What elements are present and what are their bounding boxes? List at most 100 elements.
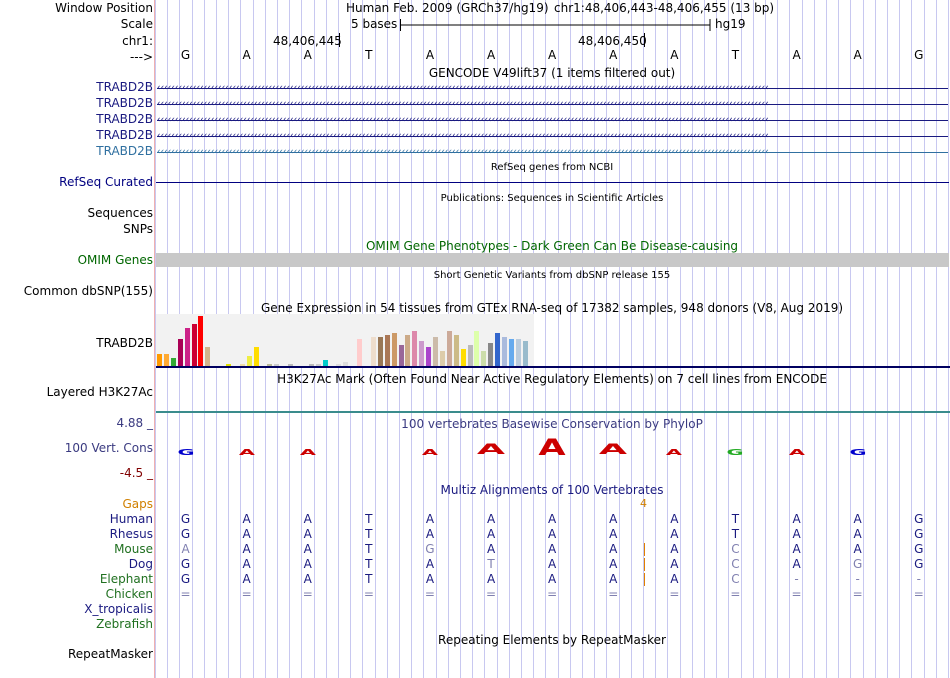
gtex-gene-label[interactable]: TRABD2B [96,336,153,350]
gtex-tissue-bar[interactable] [377,337,383,366]
phylop-base: A [666,448,683,457]
species-label[interactable]: Rhesus [109,527,153,541]
gencode-item-label[interactable]: TRABD2B [96,128,153,142]
gtex-tissue-bar[interactable] [515,339,521,366]
species-label[interactable]: Mouse [114,542,153,556]
grid-line [826,0,827,678]
gtex-tissue-bar[interactable] [308,364,314,366]
gtex-tissue-bar[interactable] [467,345,473,366]
phylop-base: G [176,448,195,457]
gtex-tissue-bar[interactable] [184,328,190,366]
gencode-item-label[interactable]: TRABD2B [96,144,153,158]
refseq-track-title[interactable]: RefSeq genes from NCBI [490,162,614,173]
grid-line [643,0,644,678]
species-label[interactable]: X_tropicalis [84,602,153,616]
gencode-transcript[interactable]: ‹‹‹‹‹‹‹‹‹‹‹‹‹‹‹‹‹‹‹‹‹‹‹‹‹‹‹‹‹‹‹‹‹‹‹‹‹‹‹‹… [157,84,948,92]
alignment-base: = [791,587,802,601]
gencode-item-label[interactable]: TRABD2B [96,112,153,126]
gtex-tissue-bar[interactable] [239,364,245,366]
gtex-tissue-bar[interactable] [157,354,162,366]
gtex-tissue-bar[interactable] [322,360,328,366]
gtex-tissue-bar[interactable] [191,324,197,366]
gencode-transcript[interactable]: ‹‹‹‹‹‹‹‹‹‹‹‹‹‹‹‹‹‹‹‹‹‹‹‹‹‹‹‹‹‹‹‹‹‹‹‹‹‹‹‹… [157,100,948,108]
gtex-tissue-bar[interactable] [163,354,169,366]
alignment-base: A [548,572,557,586]
omim-gene-bar[interactable] [156,253,949,267]
gtex-tissue-bar[interactable] [522,341,528,366]
refseq-transcript-line[interactable] [156,182,949,183]
gencode-transcript[interactable]: ‹‹‹‹‹‹‹‹‹‹‹‹‹‹‹‹‹‹‹‹‹‹‹‹‹‹‹‹‹‹‹‹‹‹‹‹‹‹‹‹… [157,148,948,156]
gtex-tissue-bar[interactable] [481,351,487,366]
gencode-transcript[interactable]: ‹‹‹‹‹‹‹‹‹‹‹‹‹‹‹‹‹‹‹‹‹‹‹‹‹‹‹‹‹‹‹‹‹‹‹‹‹‹‹‹… [157,132,948,140]
gencode-item-label[interactable]: TRABD2B [96,96,153,110]
grid-line [155,0,156,678]
sequence-base: A [548,48,557,62]
gencode-item-label[interactable]: TRABD2B [96,80,153,94]
gtex-tissue-bar[interactable] [391,333,397,366]
gtex-tissue-bar[interactable] [405,335,411,366]
multiz-track-title[interactable]: Multiz Alignments of 100 Vertebrates [440,483,664,497]
gtex-tissue-bar[interactable] [274,364,280,366]
alignment-base: C [731,542,740,556]
gtex-tissue-bar[interactable] [267,364,273,366]
snps-label[interactable]: SNPs [123,222,153,236]
species-label[interactable]: Chicken [105,587,153,601]
gtex-tissue-bar[interactable] [488,343,494,366]
h3k27ac-track-title[interactable]: H3K27Ac Mark (Often Found Near Active Re… [277,372,827,386]
gtex-tissue-bar[interactable] [246,356,252,366]
alignment-base: A [425,512,435,526]
refseq-curated-label[interactable]: RefSeq Curated [59,175,153,189]
alignment-base: A [853,542,862,556]
alignment-base: = [547,587,558,601]
species-label[interactable]: Human [109,512,153,526]
publications-track-title[interactable]: Publications: Sequences in Scientific Ar… [440,193,664,204]
gtex-tissue-bar[interactable] [446,331,452,366]
gtex-tissue-bar[interactable] [439,351,445,366]
gtex-tissue-bar[interactable] [495,333,501,366]
gtex-tissue-bar[interactable] [357,339,363,366]
gtex-tissue-bar[interactable] [315,364,321,366]
dbsnp-label[interactable]: Common dbSNP(155) [23,284,153,298]
repeatmasker-label[interactable]: RepeatMasker [67,647,153,661]
gtex-tissue-bar[interactable] [508,339,514,366]
phylop-track-title[interactable]: 100 vertebrates Basewise Conservation by… [401,417,703,431]
position-readout: chr1:48,406,443-48,406,455 (13 bp) [554,1,775,15]
gtex-tissue-bar[interactable] [343,362,349,366]
alignment-base: A [425,572,435,586]
gtex-tissue-bar[interactable] [398,345,404,366]
gtex-tissue-bar[interactable] [336,364,342,366]
gtex-tissue-bar[interactable] [460,349,466,366]
sequences-label[interactable]: Sequences [87,206,153,220]
gencode-track-title[interactable]: GENCODE V49lift37 (1 items filtered out) [428,66,676,80]
gtex-tissue-bar[interactable] [412,331,418,366]
gtex-tissue-bar[interactable] [226,364,231,366]
gtex-tissue-bar[interactable] [170,358,176,366]
gencode-transcript[interactable]: ‹‹‹‹‹‹‹‹‹‹‹‹‹‹‹‹‹‹‹‹‹‹‹‹‹‹‹‹‹‹‹‹‹‹‹‹‹‹‹‹… [157,116,948,124]
omim-genes-label[interactable]: OMIM Genes [77,253,153,267]
gtex-track-title[interactable]: Gene Expression in 54 tissues from GTEx … [260,301,844,315]
gtex-bar-chart[interactable] [156,314,536,366]
gtex-tissue-bar[interactable] [177,339,183,366]
gtex-tissue-bar[interactable] [384,335,390,366]
gtex-tissue-bar[interactable] [433,337,438,366]
alignment-base: A [548,527,557,541]
h3k27ac-label[interactable]: Layered H3K27Ac [46,385,153,399]
gtex-tissue-bar[interactable] [205,347,211,366]
gtex-tissue-bar[interactable] [288,364,294,366]
gtex-tissue-bar[interactable] [370,337,376,366]
species-label[interactable]: Dog [128,557,153,571]
gtex-tissue-bar[interactable] [453,335,459,366]
phylop-track-label[interactable]: 100 Vert. Cons [64,441,153,455]
gtex-tissue-bar[interactable] [419,341,425,366]
gtex-tissue-bar[interactable] [502,337,507,366]
alignment-base: A [425,527,435,541]
gtex-tissue-bar[interactable] [253,347,259,366]
gtex-tissue-bar[interactable] [426,347,432,366]
omim-track-title[interactable]: OMIM Gene Phenotypes - Dark Green Can Be… [365,239,739,253]
gtex-tissue-bar[interactable] [474,331,480,366]
species-label[interactable]: Elephant [99,572,153,586]
repeatmasker-track-title[interactable]: Repeating Elements by RepeatMasker [438,633,666,647]
dbsnp-track-title[interactable]: Short Genetic Variants from dbSNP releas… [433,270,671,281]
gtex-tissue-bar[interactable] [198,316,204,366]
species-label[interactable]: Zebrafish [96,617,153,631]
